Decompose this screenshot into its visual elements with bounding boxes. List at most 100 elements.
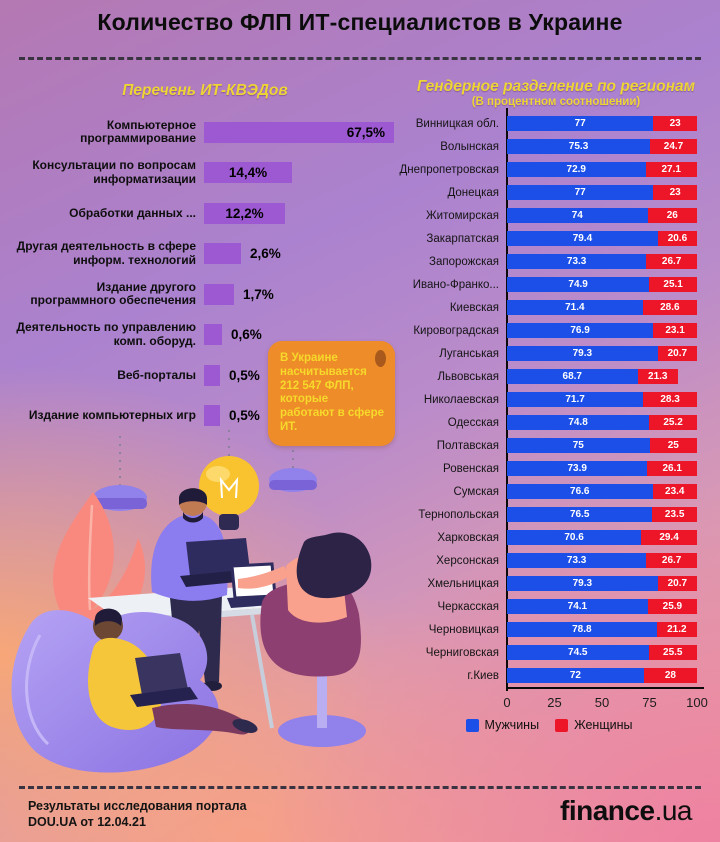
- kved-row: Компьютерное программирование 67,5%: [10, 112, 396, 153]
- region-name-label: Николаевская: [423, 393, 499, 406]
- kved-row: Деятельность по управлению комп. оборуд.…: [10, 315, 396, 356]
- region-name-label: Днепропетровская: [399, 163, 500, 176]
- region-row: Запорожская 73.3 26.7: [396, 250, 708, 273]
- kved-row: Консультации по вопросам информатизации 1…: [10, 153, 396, 194]
- men-segment: 79.3: [507, 576, 658, 591]
- x-axis-line: [506, 687, 704, 689]
- kved-category-label: Обработки данных ...: [69, 205, 196, 220]
- region-stacked-bar: 79.3 20.7: [507, 346, 697, 361]
- women-segment: 21.3: [637, 369, 678, 384]
- women-segment: 20.6: [657, 231, 697, 246]
- kved-bar-zone: 0,6%: [204, 324, 396, 346]
- region-row: Ровенская 73.9 26.1: [396, 457, 708, 480]
- region-stacked-bar: 79.3 20.7: [507, 576, 697, 591]
- kved-rows: Компьютерное программирование 67,5% Консул…: [10, 112, 396, 436]
- region-stacked-bar: 71.7 28.3: [507, 392, 697, 407]
- region-rows: Винницкая обл. 77 23 Волынская 75.3 24.7 Днепр…: [396, 112, 708, 687]
- men-segment: 68.7: [507, 369, 638, 384]
- women-segment: 23.1: [653, 323, 697, 338]
- top-divider: [19, 57, 701, 60]
- bean-bag-person: [11, 608, 258, 773]
- region-stacked-bar: 78.8 21.2: [507, 622, 697, 637]
- women-segment: 26: [647, 208, 697, 223]
- women-color-swatch: [555, 718, 569, 732]
- office-people-illustration: [11, 430, 372, 773]
- region-stacked-bar: 74.5 25.5: [507, 645, 697, 660]
- callout-text: В Украине насчитывается 212 547 ФЛП, кот…: [280, 352, 385, 433]
- region-stacked-bar: 74.8 25.2: [507, 415, 697, 430]
- men-color-swatch: [465, 718, 479, 732]
- kved-bar-zone: 0,5%: [204, 364, 396, 386]
- region-row: Сумская 76.6 23.4: [396, 480, 708, 503]
- kved-bar: 14,4%: [204, 162, 292, 184]
- region-name-label: Сумская: [453, 485, 500, 498]
- men-segment: 73.9: [507, 461, 648, 476]
- women-segment: 26.1: [647, 461, 697, 476]
- women-segment: 23.4: [652, 484, 697, 499]
- kved-category-label: Издание другого программного обеспечения: [30, 279, 196, 308]
- region-row: Луганськая 79.3 20.7: [396, 342, 708, 365]
- women-segment: 25.2: [649, 415, 697, 430]
- kved-bar: [204, 324, 222, 346]
- men-segment: 71.7: [507, 392, 644, 407]
- men-segment: 73.3: [507, 553, 647, 568]
- legend-item-men: Мужчины: [465, 718, 539, 732]
- women-segment: 25.5: [648, 645, 697, 660]
- region-name-label: Луганськая: [439, 347, 499, 360]
- men-segment: 74.9: [507, 277, 650, 292]
- region-stacked-bar: 74 26: [507, 208, 697, 223]
- kved-category-label: Консультации по вопросам информатизации: [32, 158, 196, 186]
- region-name-label: Запорожская: [429, 255, 499, 268]
- women-segment: 25.9: [647, 599, 697, 614]
- men-segment: 71.4: [507, 300, 643, 315]
- chart-legend: Мужчины Женщины: [396, 718, 702, 732]
- region-stacked-bar: 75.3 24.7: [507, 139, 697, 154]
- kved-value-label: 12,2%: [225, 205, 264, 221]
- women-segment: 25: [649, 438, 697, 453]
- footer-line-2: DOU.UA от 12.04.21: [28, 815, 146, 830]
- kved-category-label: Компьютерное программирование: [80, 117, 196, 146]
- region-stacked-bar: 73.3 26.7: [507, 254, 697, 269]
- men-segment: 76.6: [507, 484, 653, 499]
- region-row: Черниговская 74.5 25.5: [396, 641, 708, 664]
- region-name-label: Киевская: [449, 301, 499, 314]
- region-stacked-bar: 74.1 25.9: [507, 599, 697, 614]
- region-stacked-bar: 74.9 25.1: [507, 277, 697, 292]
- kved-bar: [204, 364, 220, 386]
- kved-bar-zone: 14,4%: [204, 162, 396, 184]
- kved-chart-title: Перечень ИТ-КВЭДов: [122, 82, 288, 99]
- region-name-label: Тернопольская: [418, 508, 499, 521]
- region-name-label: Ивано-Франко...: [412, 278, 499, 291]
- region-row: Житомирская 74 26: [396, 204, 708, 227]
- region-row: Хмельницкая 79.3 20.7: [396, 572, 708, 595]
- region-row: Херсонская 73.3 26.7: [396, 549, 708, 572]
- men-segment: 72: [507, 668, 644, 683]
- region-row: Львовськая 68.7 21.3: [396, 365, 708, 388]
- men-segment: 75: [507, 438, 650, 453]
- region-name-label: Одесская: [447, 416, 499, 429]
- callout-box: В Украине насчитывается 212 547 ФЛП, кот…: [268, 341, 395, 446]
- callout-oval-decoration: [375, 350, 386, 367]
- x-tick-100: 100: [686, 695, 708, 710]
- men-segment: 74: [507, 208, 648, 223]
- women-segment: 29.4: [641, 530, 697, 545]
- women-segment: 27.1: [645, 162, 697, 177]
- region-stacked-bar: 68.7 21.3: [507, 369, 697, 384]
- women-segment: 23.5: [652, 507, 697, 522]
- x-tick-75: 75: [642, 695, 657, 710]
- logo-bold-part: finance: [560, 795, 655, 826]
- region-stacked-bar: 71.4 28.6: [507, 300, 697, 315]
- women-segment: 23: [653, 116, 697, 131]
- women-segment: 21.2: [656, 622, 697, 637]
- region-row: Закарпатская 79.4 20.6: [396, 227, 708, 250]
- men-segment: 70.6: [507, 530, 642, 545]
- region-row: Ивано-Франко... 74.9 25.1: [396, 273, 708, 296]
- region-stacked-bar: 76.9 23.1: [507, 323, 697, 338]
- logo-light-part: .ua: [654, 795, 693, 826]
- kved-value-label: 0,5%: [229, 408, 260, 424]
- region-name-label: Черкасская: [437, 600, 499, 613]
- person-on-chair: [238, 532, 372, 747]
- women-segment: 28.3: [643, 392, 697, 407]
- region-name-label: Черниговская: [425, 646, 499, 659]
